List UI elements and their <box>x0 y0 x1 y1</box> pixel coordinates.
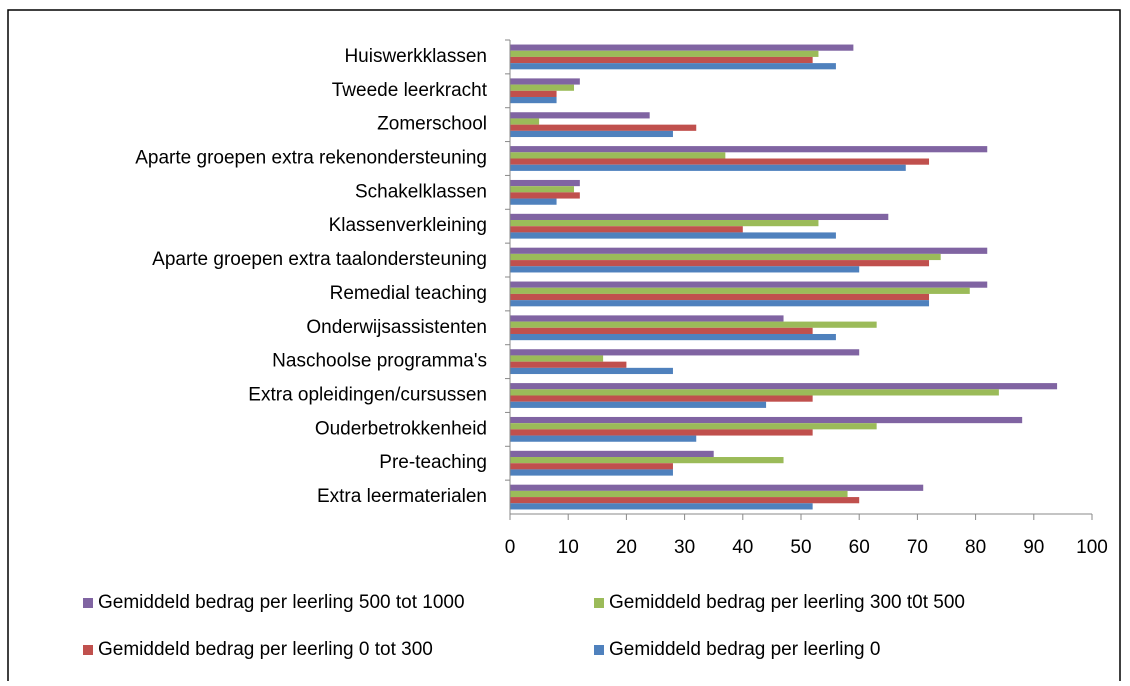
bar <box>510 84 575 91</box>
y-tick-label: Aparte groepen extra rekenondersteuning <box>135 148 487 169</box>
y-tick-label: Zomerschool <box>377 114 487 135</box>
bar <box>510 112 650 119</box>
y-tick-label: Remedial teaching <box>330 283 487 304</box>
bar <box>510 44 854 51</box>
bar <box>510 226 743 233</box>
x-tick-label: 80 <box>965 537 986 558</box>
bar <box>510 361 627 368</box>
bar <box>510 503 813 510</box>
bar <box>510 260 930 267</box>
bar <box>510 247 988 254</box>
bar <box>510 450 714 458</box>
legend-swatch <box>594 645 604 655</box>
bar <box>510 253 941 261</box>
bar <box>510 96 557 104</box>
bar <box>510 321 877 328</box>
y-tick-label: Tweede leerkracht <box>332 80 488 101</box>
y-tick-label: Extra leermaterialen <box>317 486 487 507</box>
bar <box>510 490 848 498</box>
bar <box>510 435 697 442</box>
y-tick-label: Schakelklassen <box>355 181 487 202</box>
bar <box>510 401 767 408</box>
x-tick-label: 0 <box>505 537 516 558</box>
bar <box>510 78 580 85</box>
legend-swatch <box>83 645 93 655</box>
bar <box>510 63 836 70</box>
y-tick-label: Extra opleidingen/cursussen <box>248 385 487 406</box>
x-tick-label: 90 <box>1023 537 1044 558</box>
bar <box>510 164 906 171</box>
bar <box>510 50 819 57</box>
bar <box>510 423 877 430</box>
bar <box>510 327 813 334</box>
bar <box>510 179 580 187</box>
bar <box>510 220 819 227</box>
legend-label: Gemiddeld bedrag per leerling 0 <box>609 639 880 660</box>
bar <box>510 389 999 396</box>
x-tick-label: 20 <box>616 537 637 558</box>
y-tick-label: Klassenverkleining <box>329 215 487 236</box>
x-tick-label: 70 <box>907 537 928 558</box>
bar <box>510 281 988 288</box>
bar <box>510 429 813 436</box>
legend-swatch <box>594 598 604 608</box>
bar <box>510 213 889 221</box>
bar <box>510 124 697 131</box>
bar <box>510 355 604 362</box>
x-tick-label: 10 <box>558 537 579 558</box>
y-tick-label: Onderwijsassistenten <box>306 317 487 338</box>
legend-label: Gemiddeld bedrag per leerling 0 tot 300 <box>98 639 433 660</box>
x-tick-label: 30 <box>674 537 695 558</box>
bar <box>510 416 1023 424</box>
legend-swatch <box>83 598 93 608</box>
bar <box>510 90 557 97</box>
bar <box>510 300 930 307</box>
bar <box>510 158 930 165</box>
bar <box>510 383 1058 390</box>
x-tick-label: 60 <box>849 537 870 558</box>
bar <box>510 56 813 64</box>
bar <box>510 395 813 402</box>
bar <box>510 457 784 464</box>
bar <box>510 293 930 301</box>
bar <box>510 232 836 239</box>
x-tick-label: 40 <box>732 537 753 558</box>
bar <box>510 146 988 153</box>
bar <box>510 118 540 125</box>
bar <box>510 367 673 375</box>
bar <box>510 130 673 138</box>
bar <box>510 198 557 205</box>
legend-label: Gemiddeld bedrag per leerling 300 t0t 50… <box>609 592 965 613</box>
bar <box>510 287 970 294</box>
bar <box>510 333 836 341</box>
y-tick-label: Huiswerkklassen <box>344 46 487 67</box>
bar <box>510 152 726 159</box>
bar <box>510 484 924 491</box>
chart-frame <box>7 9 1121 686</box>
bar <box>510 192 580 199</box>
y-tick-label: Naschoolse programma's <box>272 351 487 372</box>
x-tick-label: 100 <box>1076 537 1108 558</box>
x-tick-label: 50 <box>790 537 811 558</box>
bar <box>510 266 860 273</box>
bar <box>510 463 673 470</box>
y-tick-label: Aparte groepen extra taalondersteuning <box>152 249 487 270</box>
bar <box>510 315 784 322</box>
y-tick-label: Ouderbetrokkenheid <box>315 418 487 439</box>
y-tick-label: Pre-teaching <box>379 452 487 473</box>
bar <box>510 186 575 193</box>
bar <box>510 497 860 504</box>
bar <box>510 349 860 356</box>
bar <box>510 469 673 476</box>
legend-label: Gemiddeld bedrag per leerling 500 tot 10… <box>98 592 465 613</box>
